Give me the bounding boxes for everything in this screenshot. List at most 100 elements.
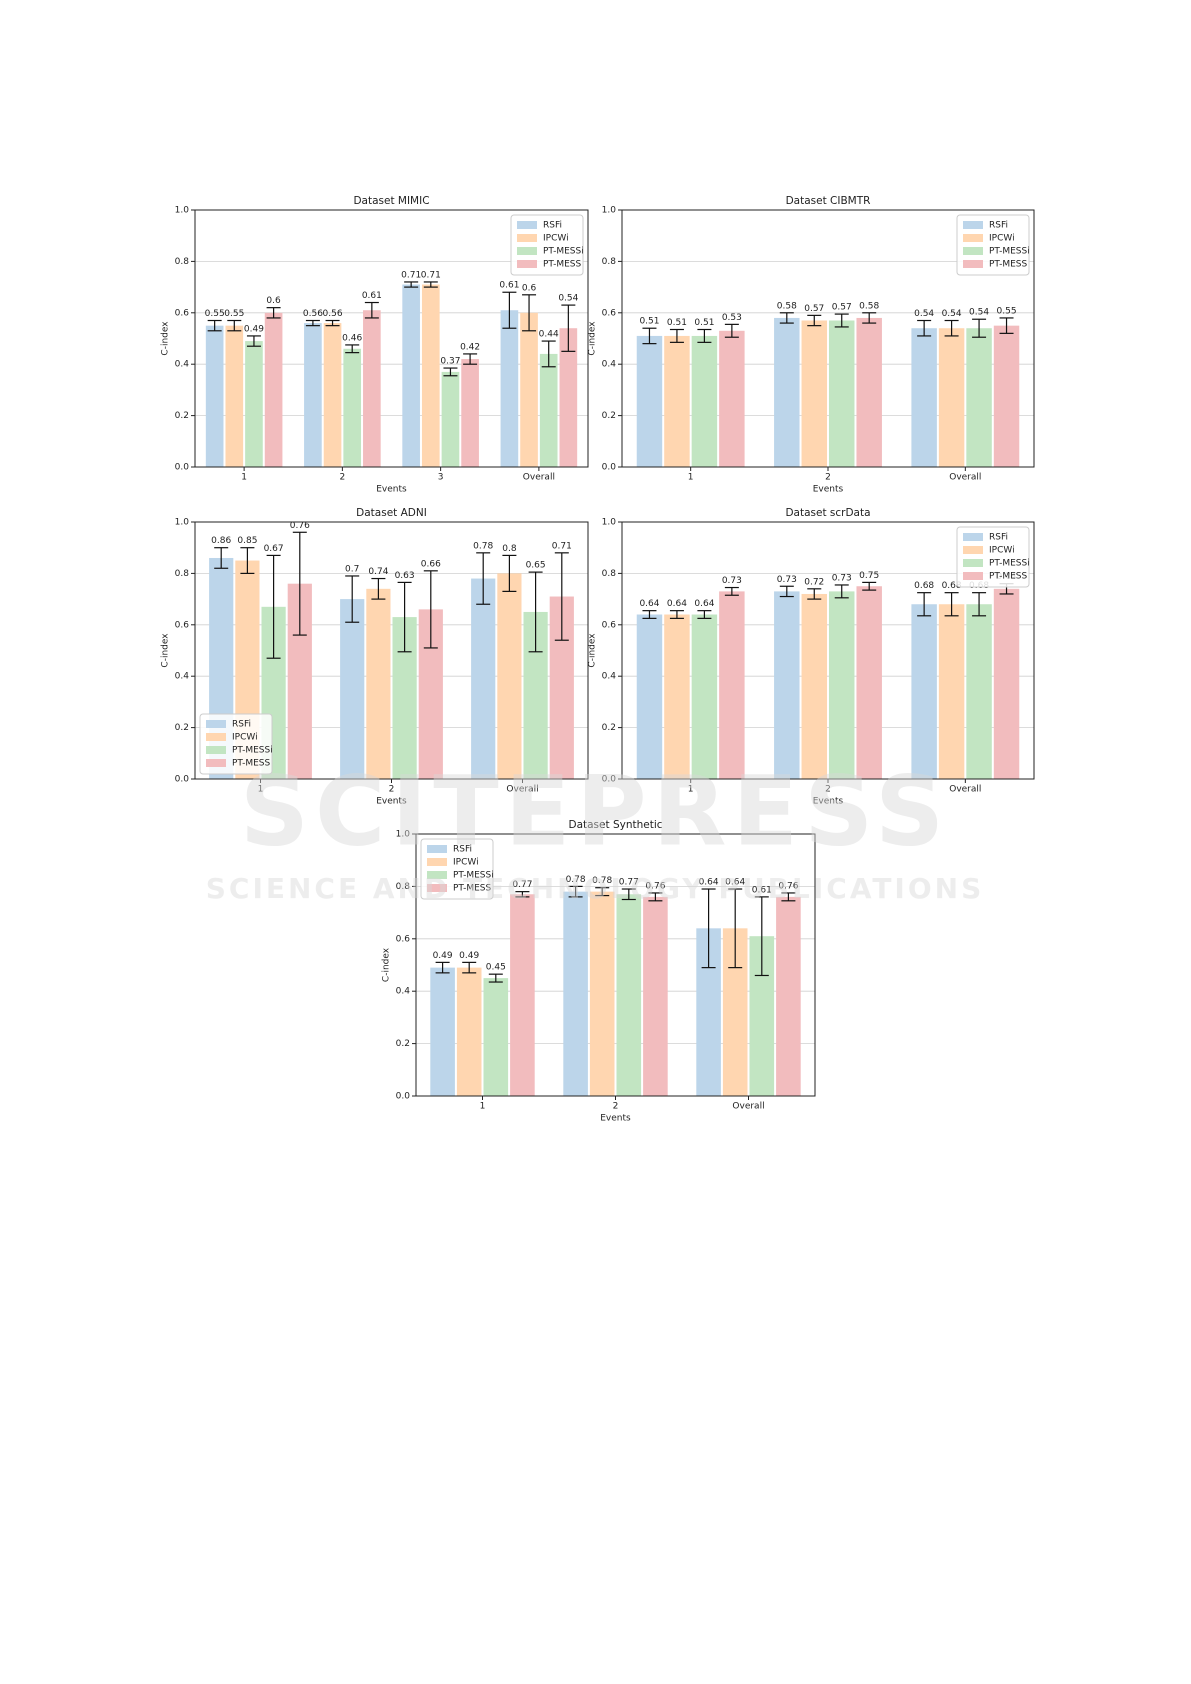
bar (664, 335, 690, 467)
value-label: 0.64 (639, 599, 659, 609)
legend-label: PT-MESSi (543, 247, 584, 257)
error-bar (568, 885, 583, 898)
value-label: 0.64 (694, 599, 714, 609)
bar (856, 317, 882, 467)
value-label: 0.76 (645, 881, 665, 891)
value-label: 0.56 (323, 309, 343, 319)
x-axis-label: Events (813, 797, 844, 807)
error-bar (371, 577, 386, 600)
error-bar (779, 585, 794, 598)
bar (589, 891, 615, 1096)
error-bar (621, 888, 636, 901)
legend-label: PT-MESS (989, 572, 1028, 582)
bar (510, 894, 535, 1096)
bar (911, 328, 937, 467)
error-bar (522, 294, 537, 332)
error-bar (476, 552, 491, 605)
bar (911, 604, 937, 779)
error-bar (423, 281, 438, 288)
bar (966, 604, 992, 779)
bar (993, 325, 1020, 467)
error-bar (834, 584, 849, 599)
bar (497, 573, 522, 779)
error-bar (502, 554, 517, 592)
legend-label: PT-MESS (989, 260, 1028, 270)
error-bar (528, 571, 543, 653)
bar (245, 341, 263, 467)
error-bar (443, 367, 458, 377)
value-label: 0.7 (345, 564, 359, 574)
x-tick-label: 3 (438, 473, 444, 483)
value-label: 0.63 (395, 571, 415, 581)
legend-swatch (963, 221, 983, 229)
bar (441, 371, 460, 467)
y-tick-label: 0.0 (175, 463, 190, 473)
legend-label: RSFi (543, 221, 562, 231)
legend-swatch (517, 247, 537, 255)
y-tick-label: 0.6 (396, 934, 411, 944)
y-tick-label: 0.6 (602, 620, 617, 630)
y-tick-label: 0.8 (602, 569, 617, 579)
error-bar (463, 353, 478, 365)
error-bar (345, 344, 360, 354)
bar (421, 284, 440, 467)
bar (563, 891, 588, 1096)
value-label: 0.51 (694, 318, 714, 328)
chart: 0.0 0.2 0.4 0.6 0.8 1.0 1 2 Overall 0.86 0.7 0.78 0.… (161, 507, 589, 807)
error-bar (404, 281, 419, 288)
value-label: 0.78 (566, 875, 586, 885)
legend-label: RSFi (453, 845, 472, 855)
legend-label: PT-MESSi (989, 247, 1030, 257)
bar (829, 591, 855, 779)
legend: RSFi IPCWi PT-MESSi PT-MESS (956, 526, 1030, 588)
legend-swatch (963, 572, 983, 580)
value-label: 0.6 (266, 296, 281, 306)
value-label: 0.61 (499, 281, 519, 291)
x-tick-label: 2 (825, 473, 831, 483)
legend-swatch (427, 845, 447, 853)
y-tick-label: 0.2 (175, 723, 189, 733)
value-label: 0.78 (473, 541, 493, 551)
error-bar (697, 610, 712, 619)
error-bar (999, 317, 1014, 334)
value-label: 0.49 (459, 951, 479, 961)
legend-label: IPCWi (989, 234, 1015, 244)
watermark-subtitle: SCIENCE AND TECHNOLOGY PUBLICATIONS (206, 872, 985, 905)
bar (776, 896, 801, 1096)
value-label: 0.85 (237, 536, 257, 546)
legend-label: IPCWi (543, 234, 569, 244)
legend-label: PT-MESSi (453, 871, 494, 881)
value-label: 0.64 (699, 878, 719, 888)
chart-title: Dataset ADNI (356, 507, 427, 519)
error-bar (246, 335, 261, 347)
error-bar (754, 896, 769, 977)
value-label: 0.64 (725, 878, 745, 888)
y-axis-label: C-index (382, 947, 392, 982)
bar (829, 320, 855, 467)
error-bar (305, 319, 320, 327)
y-tick-label: 0.4 (175, 672, 190, 682)
y-tick-label: 1.0 (602, 518, 617, 528)
bar (471, 578, 496, 779)
chart-title: Dataset Synthetic (568, 819, 662, 831)
chart: 0.0 0.2 0.4 0.6 0.8 1.0 1 2 Overall 0.51 0.58 0.54 0… (588, 195, 1035, 495)
bar (343, 348, 362, 467)
error-bar (642, 610, 657, 619)
x-tick-label: 1 (480, 1102, 486, 1112)
bar (636, 614, 663, 779)
legend-label: RSFi (232, 720, 251, 730)
value-label: 0.57 (832, 303, 852, 313)
error-bar (214, 547, 229, 569)
x-axis-label: Events (376, 797, 407, 807)
value-label: 0.76 (778, 881, 798, 891)
legend-label: RSFi (989, 221, 1008, 231)
error-bar (502, 291, 517, 329)
error-bar (807, 314, 822, 327)
y-tick-label: 1.0 (396, 830, 411, 840)
x-tick-label: 2 (389, 785, 395, 795)
legend: RSFi IPCWi PT-MESSi PT-MESS (956, 214, 1030, 276)
legend-label: PT-MESS (232, 759, 271, 769)
legend-label: RSFi (989, 533, 1008, 543)
value-label: 0.77 (512, 880, 532, 890)
